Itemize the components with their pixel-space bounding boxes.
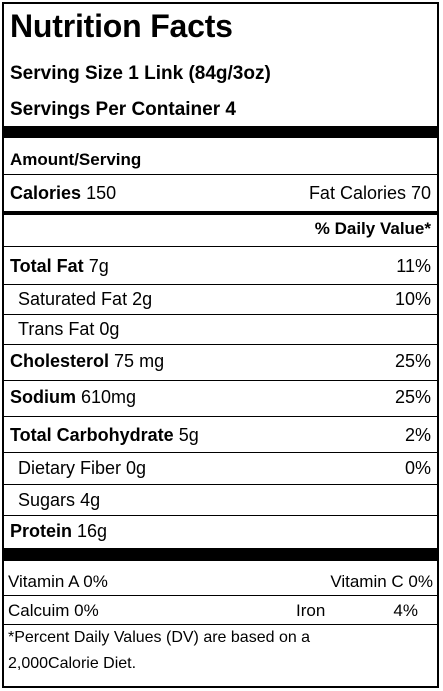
divider <box>4 515 437 516</box>
vitamin-a: Vitamin A 0% <box>8 572 108 591</box>
trans-fat-row: Trans Fat 0g <box>18 318 431 340</box>
total-carbohydrate-name: Total Carbohydrate <box>10 425 174 445</box>
divider <box>4 174 437 175</box>
daily-value-header: % Daily Value* <box>314 219 431 238</box>
footnote-line-1: *Percent Daily Values (DV) are based on … <box>8 629 311 646</box>
fat-calories: Fat Calories 70 <box>308 183 431 203</box>
trans-fat-name: Trans Fat <box>18 319 95 339</box>
trans-fat-amount: 0g <box>99 319 120 339</box>
sugars-name: Sugars <box>18 490 76 510</box>
saturated-fat-row: Saturated Fat 2g 10% <box>18 288 431 310</box>
vitamin-c: Vitamin C 0% <box>330 572 433 591</box>
divider <box>4 484 437 485</box>
saturated-fat-dv: 10% <box>394 289 431 309</box>
sugars-row: Sugars 4g <box>18 489 431 511</box>
calories-value: 150 <box>86 183 117 203</box>
cholesterol-name: Cholesterol <box>10 351 110 371</box>
saturated-fat-amount: 2g <box>132 289 153 309</box>
total-fat-name: Total Fat <box>10 256 84 276</box>
protein-name: Protein <box>10 521 73 541</box>
divider <box>4 595 437 596</box>
label-title: Nutrition Facts <box>10 8 233 44</box>
total-carbohydrate-amount: 5g <box>178 425 199 445</box>
total-fat-row: Total Fat 7g 11% <box>10 255 431 277</box>
divider <box>4 452 437 453</box>
sodium-row: Sodium 610mg 25% <box>10 386 431 408</box>
thick-divider <box>4 548 437 561</box>
sugars-amount: 4g <box>80 490 101 510</box>
total-carbohydrate-dv: 2% <box>404 425 431 445</box>
divider <box>4 246 437 247</box>
cholesterol-row: Cholesterol 75 mg 25% <box>10 350 431 372</box>
protein-row: Protein 16g <box>10 520 431 542</box>
sodium-name: Sodium <box>10 387 76 407</box>
dietary-fiber-dv: 0% <box>404 458 431 478</box>
total-fat-amount: 7g <box>88 256 109 276</box>
divider <box>4 344 437 345</box>
divider <box>4 314 437 315</box>
dietary-fiber-name: Dietary Fiber <box>18 458 122 478</box>
calories-name: Calories <box>10 183 82 203</box>
saturated-fat-name: Saturated Fat <box>18 289 128 309</box>
dietary-fiber-row: Dietary Fiber 0g 0% <box>18 457 431 479</box>
footnote-line-2: 2,000Calorie Diet. <box>8 655 137 672</box>
iron-value: 4% <box>393 601 418 620</box>
calcium: Calcuim 0% <box>8 601 99 620</box>
servings-per-container: Servings Per Container 4 <box>10 99 236 120</box>
total-fat-dv: 11% <box>396 256 431 276</box>
divider <box>4 284 437 285</box>
protein-amount: 16g <box>77 521 108 541</box>
cholesterol-dv: 25% <box>394 351 431 371</box>
total-carbohydrate-row: Total Carbohydrate 5g 2% <box>10 424 431 446</box>
calories-row: Calories 150 Fat Calories 70 <box>10 182 431 204</box>
amount-serving-header: Amount/Serving <box>10 148 431 171</box>
dietary-fiber-amount: 0g <box>126 458 147 478</box>
divider <box>4 380 437 381</box>
sodium-dv: 25% <box>394 387 431 407</box>
thick-divider <box>4 126 437 138</box>
divider <box>4 416 437 417</box>
cholesterol-amount: 75 mg <box>114 351 165 371</box>
medium-divider <box>4 211 437 215</box>
divider <box>4 624 437 625</box>
nutrition-facts-label: Nutrition Facts Serving Size 1 Link (84g… <box>2 2 439 688</box>
amount-serving-text: Amount/Serving <box>10 150 142 169</box>
iron-label: Iron <box>296 601 326 620</box>
sodium-amount: 610mg <box>81 387 137 407</box>
serving-size: Serving Size 1 Link (84g/3oz) <box>10 63 271 84</box>
